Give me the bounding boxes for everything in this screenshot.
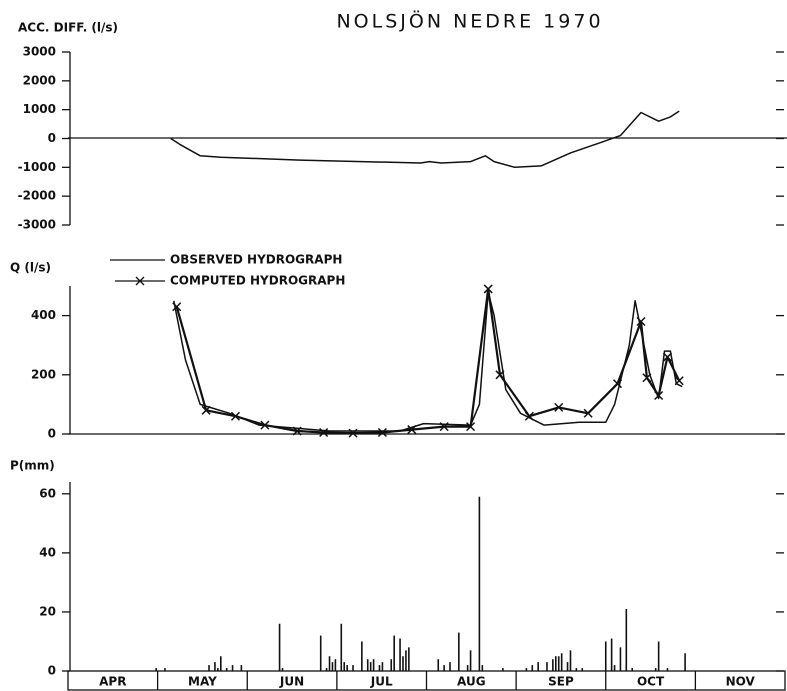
x-tick-label: NOV	[726, 675, 756, 689]
y-tick-label: 0	[48, 664, 56, 678]
y-tick-label: 40	[39, 545, 56, 559]
marker	[260, 420, 270, 430]
y-axis-label: P(mm)	[10, 459, 55, 473]
y-tick-label: 3000	[23, 45, 56, 59]
y-axis-label: Q (l/s)	[10, 261, 51, 275]
marker	[524, 411, 534, 421]
chart-title: NOLSJÖN NEDRE 1970	[336, 10, 603, 33]
marker	[642, 373, 652, 383]
marker	[554, 402, 564, 412]
series-line	[170, 110, 680, 169]
y-axis-label: ACC. DIFF. (l/s)	[18, 21, 118, 35]
y-tick-label: 2000	[23, 73, 56, 87]
legend-marker	[135, 276, 145, 286]
marker	[636, 316, 646, 327]
marker	[292, 426, 302, 436]
y-tick-label: 400	[31, 308, 56, 322]
x-tick-label: AUG	[457, 675, 486, 689]
x-tick-label: APR	[99, 675, 126, 689]
y-tick-label: -3000	[18, 218, 56, 232]
marker	[483, 284, 493, 294]
y-tick-label: 60	[39, 486, 56, 500]
marker	[407, 425, 417, 435]
x-tick-label: JUL	[370, 675, 393, 689]
marker	[662, 352, 672, 362]
marker	[612, 379, 623, 389]
marker	[348, 428, 358, 438]
marker	[377, 427, 387, 438]
y-tick-label: 0	[48, 131, 56, 145]
x-tick-label: JUN	[279, 675, 304, 689]
legend-label: COMPUTED HYDROGRAPH	[170, 274, 345, 288]
marker	[466, 422, 476, 432]
marker	[495, 370, 505, 380]
y-tick-label: -1000	[18, 160, 56, 174]
marker	[230, 411, 241, 421]
marker	[674, 376, 684, 386]
series-line	[175, 287, 681, 435]
marker	[319, 427, 329, 438]
marker	[439, 422, 449, 432]
y-tick-label: 200	[31, 367, 56, 381]
y-tick-label: -2000	[18, 189, 56, 203]
y-tick-label: 1000	[23, 102, 56, 116]
y-tick-label: 0	[48, 427, 56, 441]
marker	[201, 405, 211, 415]
legend-label: OBSERVED HYDROGRAPH	[170, 253, 342, 267]
x-tick-label: MAY	[188, 675, 217, 689]
marker	[654, 390, 664, 401]
marker	[172, 302, 182, 312]
x-tick-label: SEP	[548, 675, 574, 689]
series-line	[173, 291, 683, 432]
marker	[583, 408, 593, 418]
y-tick-label: 20	[39, 604, 56, 618]
x-tick-label: OCT	[637, 675, 665, 689]
